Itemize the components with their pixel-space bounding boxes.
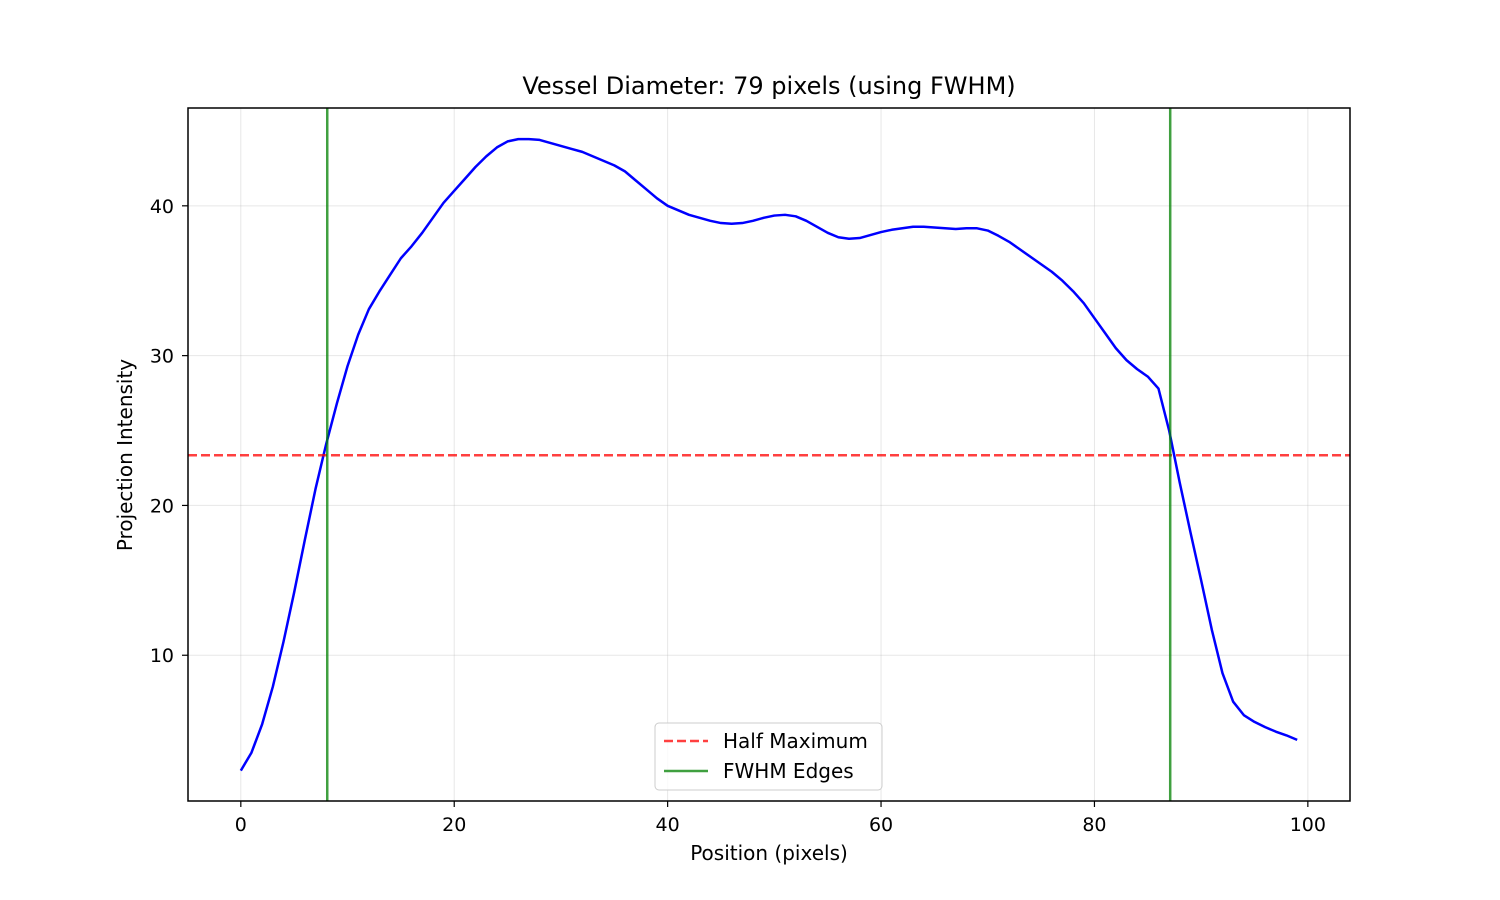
x-tick-label: 80 <box>1082 814 1106 836</box>
x-axis-label: Position (pixels) <box>690 841 848 865</box>
plot-area <box>188 108 1350 801</box>
y-tick-label: 30 <box>150 346 174 368</box>
y-tick-label: 10 <box>150 645 174 667</box>
y-tick-label: 40 <box>150 196 174 218</box>
ticks: 0 20 40 60 80 100 10 20 30 40 <box>150 196 1326 836</box>
axes-frame <box>187 107 1351 802</box>
legend-label-fwhm-edges: FWHM Edges <box>723 759 854 783</box>
chart-title: Vessel Diameter: 79 pixels (using FWHM) <box>522 72 1015 100</box>
y-tick-label: 20 <box>150 495 174 517</box>
x-tick-label: 100 <box>1290 814 1326 836</box>
x-tick-label: 60 <box>869 814 893 836</box>
x-tick-label: 0 <box>235 814 247 836</box>
legend: Half Maximum FWHM Edges <box>654 722 883 791</box>
legend-label-half-maximum: Half Maximum <box>723 729 868 753</box>
intensity-profile-line <box>239 137 1298 772</box>
x-tick-label: 40 <box>656 814 680 836</box>
legend-box <box>654 722 883 791</box>
y-axis-label: Projection Intensity <box>113 359 137 551</box>
x-tick-label: 20 <box>442 814 466 836</box>
